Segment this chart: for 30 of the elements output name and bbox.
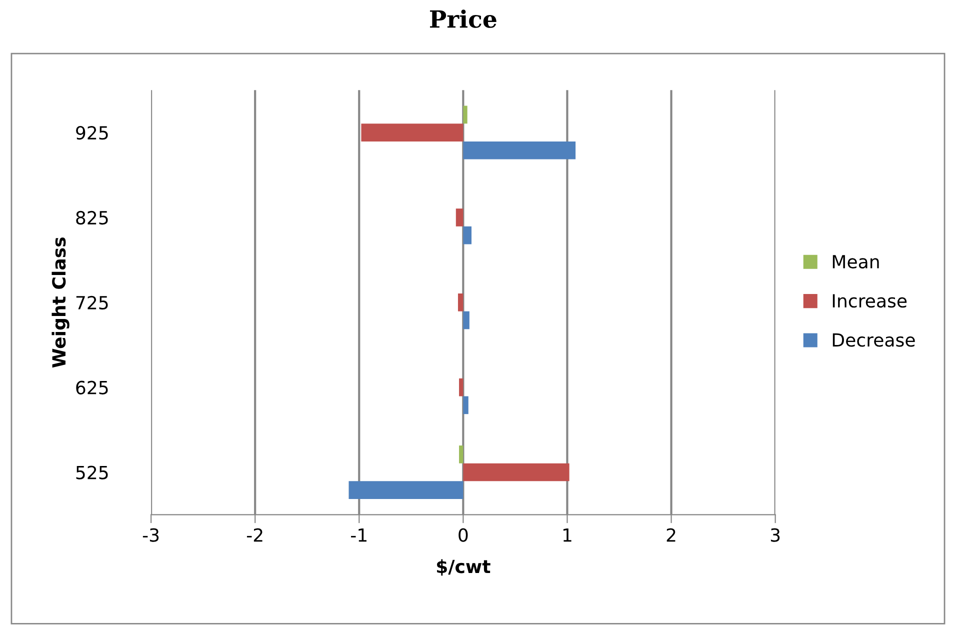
bar — [458, 293, 464, 312]
chart-title: Price — [430, 10, 496, 28]
y-tick-label: 825 — [76, 210, 108, 225]
x-tick-label: 3 — [770, 528, 780, 542]
bar — [361, 124, 464, 142]
x-tick-label: 0 — [458, 528, 468, 542]
y-tick-label: 525 — [76, 466, 108, 480]
y-tick-label: 925 — [76, 126, 108, 140]
x-tick-label: 2 — [666, 528, 676, 542]
x-axis-title: $/cwt — [437, 559, 490, 576]
bar — [463, 396, 468, 414]
x-tick-label: -1 — [351, 528, 366, 542]
legend-label: Increase — [832, 294, 907, 308]
legend-label: Mean — [832, 255, 879, 268]
y-tick-label: 625 — [76, 380, 108, 394]
bar — [463, 311, 470, 330]
bar — [456, 208, 464, 226]
bar — [463, 141, 576, 160]
bar — [463, 106, 468, 124]
x-tick-label: -2 — [246, 528, 262, 542]
bar — [459, 445, 464, 464]
bar — [348, 481, 464, 499]
bar — [463, 226, 472, 244]
bar — [463, 463, 570, 482]
x-tick-label: 1 — [563, 528, 572, 542]
y-axis-title: Weight Class — [52, 238, 70, 368]
legend-label: Decrease — [832, 333, 915, 347]
x-tick-label: -3 — [142, 528, 159, 542]
bar — [459, 378, 464, 396]
y-tick-label: 725 — [76, 296, 108, 310]
